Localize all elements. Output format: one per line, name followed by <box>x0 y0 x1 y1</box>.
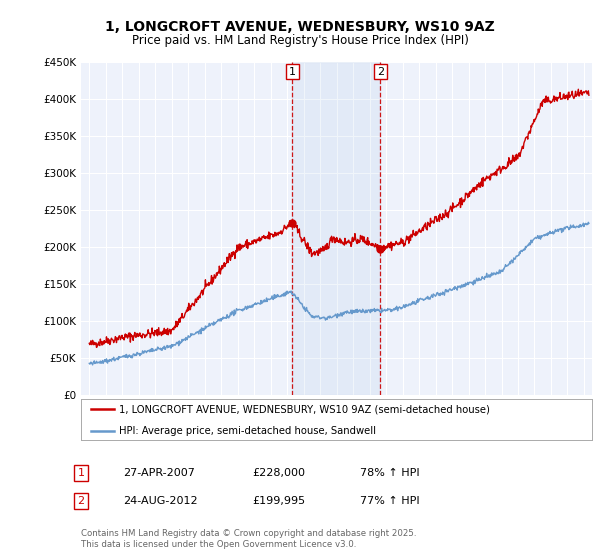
Text: £199,995: £199,995 <box>252 496 305 506</box>
Text: 77% ↑ HPI: 77% ↑ HPI <box>360 496 419 506</box>
Text: £228,000: £228,000 <box>252 468 305 478</box>
Text: 24-AUG-2012: 24-AUG-2012 <box>123 496 197 506</box>
Text: 2: 2 <box>77 496 85 506</box>
Text: 78% ↑ HPI: 78% ↑ HPI <box>360 468 419 478</box>
Text: Price paid vs. HM Land Registry's House Price Index (HPI): Price paid vs. HM Land Registry's House … <box>131 34 469 46</box>
Text: 27-APR-2007: 27-APR-2007 <box>123 468 195 478</box>
Text: 2: 2 <box>377 67 384 77</box>
Text: HPI: Average price, semi-detached house, Sandwell: HPI: Average price, semi-detached house,… <box>119 426 376 436</box>
Text: Contains HM Land Registry data © Crown copyright and database right 2025.
This d: Contains HM Land Registry data © Crown c… <box>81 529 416 549</box>
Text: 1, LONGCROFT AVENUE, WEDNESBURY, WS10 9AZ (semi-detached house): 1, LONGCROFT AVENUE, WEDNESBURY, WS10 9A… <box>119 404 490 414</box>
Text: 1: 1 <box>289 67 296 77</box>
Bar <box>292 62 380 395</box>
Text: 1: 1 <box>77 468 85 478</box>
Text: 1, LONGCROFT AVENUE, WEDNESBURY, WS10 9AZ: 1, LONGCROFT AVENUE, WEDNESBURY, WS10 9A… <box>105 20 495 34</box>
